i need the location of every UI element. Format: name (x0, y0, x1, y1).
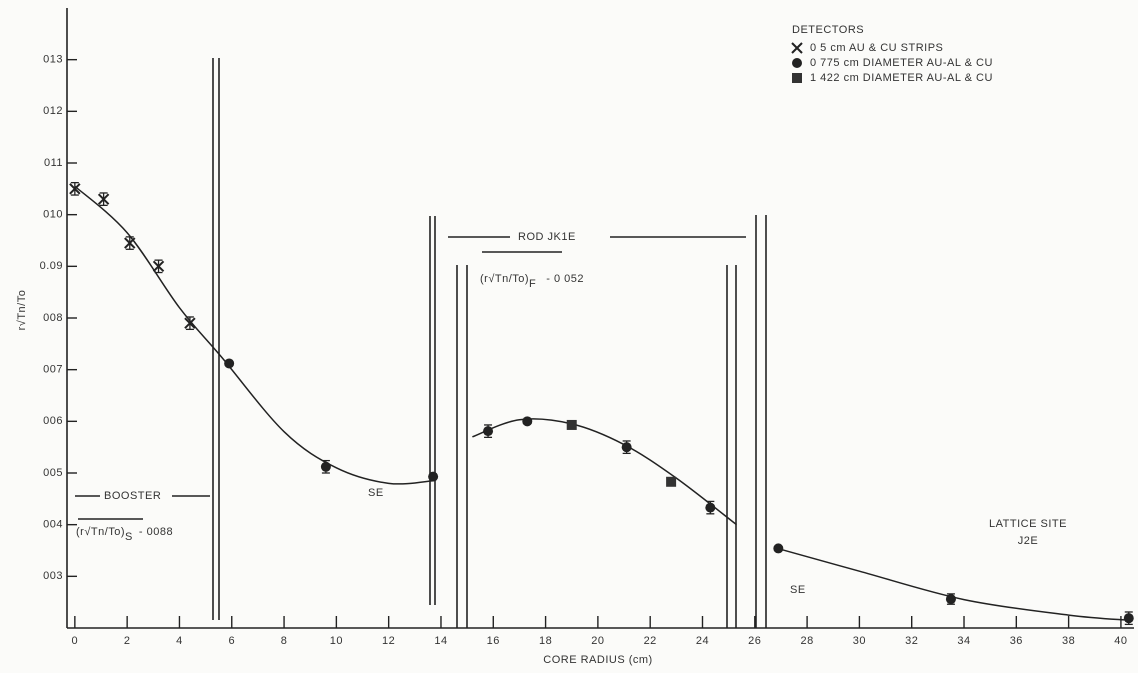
x-tick-label: 40 (1114, 635, 1127, 647)
x-tick-label: 34 (957, 635, 970, 647)
x-tick-label: 22 (644, 635, 657, 647)
y-tick-label: 010 (43, 209, 63, 221)
annotation: BOOSTER (104, 490, 161, 502)
legend-marker (792, 73, 802, 83)
x-tick-label: 2 (124, 635, 131, 647)
y-tick-label: 0.09 (40, 260, 63, 272)
x-tick-label: 14 (434, 635, 447, 647)
annotation: (r√Tn/To)F - 0 052 (480, 273, 584, 290)
x-tick-label: 28 (800, 635, 813, 647)
fit-curve (775, 547, 1129, 621)
legend-label: 1 422 cm DIAMETER AU-AL & CU (810, 72, 993, 84)
data-point (945, 594, 956, 605)
legend-marker (792, 58, 802, 68)
data-point (666, 476, 677, 487)
fit-curve (472, 418, 737, 526)
x-tick-label: 36 (1010, 635, 1023, 647)
x-tick-label: 6 (228, 635, 235, 647)
data-point-stroke (152, 260, 165, 273)
data-point (705, 502, 716, 513)
data-point (152, 260, 165, 273)
x-tick-label: 18 (539, 635, 552, 647)
data-point (69, 183, 81, 195)
x-tick-label: 12 (382, 635, 395, 647)
annotation-text: (r√Tn/To) (76, 526, 125, 538)
x-tick-label: 32 (905, 635, 918, 647)
y-tick-label: 012 (43, 105, 63, 117)
data-point (184, 317, 196, 329)
x-tick-label: 38 (1062, 635, 1075, 647)
y-tick-label: 011 (44, 157, 63, 169)
x-tick-label: 20 (591, 635, 604, 647)
data-point (1123, 613, 1134, 624)
frame (66, 8, 1134, 629)
legend-marker-stroke (791, 42, 803, 54)
data-point (483, 426, 494, 437)
y-tick-label: 013 (43, 54, 63, 66)
x-tick-label: 8 (281, 635, 288, 647)
data-point (97, 193, 110, 205)
data-point (224, 358, 235, 369)
y-axis-label: r√Tn/To (16, 290, 28, 331)
data-point (320, 461, 331, 472)
annotation-text: (r√Tn/To) (480, 273, 529, 285)
annotation-value: - 0088 (139, 526, 173, 538)
annotation: SE (368, 487, 384, 499)
data-point-stroke (184, 317, 196, 329)
y-tick-label: 008 (43, 312, 63, 324)
annotation: J2E (1018, 535, 1038, 547)
annotation: ROD JK1E (518, 231, 576, 243)
y-tick-label: 005 (43, 467, 63, 479)
data-point-stroke (69, 183, 81, 195)
x-tick-label: 24 (696, 635, 709, 647)
x-tick-label: 0 (72, 635, 79, 647)
legend-label: 0 5 cm AU & CU STRIPS (810, 42, 943, 54)
data-point (124, 237, 136, 249)
y-tick-label: 004 (43, 519, 63, 531)
x-axis-label: CORE RADIUS (cm) (543, 654, 652, 666)
y-tick-label: 006 (43, 415, 63, 427)
x-tick-label: 30 (853, 635, 866, 647)
x-tick-label: 10 (330, 635, 343, 647)
annotation: (r√Tn/To)S - 0088 (76, 526, 173, 543)
x-tick-label: 4 (176, 635, 183, 647)
x-tick-label: 16 (487, 635, 500, 647)
legend-title: DETECTORS (792, 24, 864, 36)
data-point (621, 442, 632, 453)
annotation: SE (790, 584, 806, 596)
annotation-sub: F (529, 278, 536, 290)
fit-curve (74, 185, 434, 485)
y-tick-label: 003 (43, 570, 63, 582)
data-point (428, 471, 439, 482)
x-tick-label: 26 (748, 635, 761, 647)
data-point (773, 543, 784, 554)
annotation-sub: S (125, 531, 133, 543)
data-point (522, 416, 533, 427)
y-tick-label: 007 (43, 364, 63, 376)
data-point-stroke (124, 237, 136, 249)
annotation: LATTICE SITE (989, 518, 1067, 530)
legend-marker (791, 42, 803, 54)
data-point (566, 419, 577, 430)
data-point-stroke (97, 193, 110, 205)
legend-label: 0 775 cm DIAMETER AU-AL & CU (810, 57, 993, 69)
annotation-value: - 0 052 (546, 273, 584, 285)
